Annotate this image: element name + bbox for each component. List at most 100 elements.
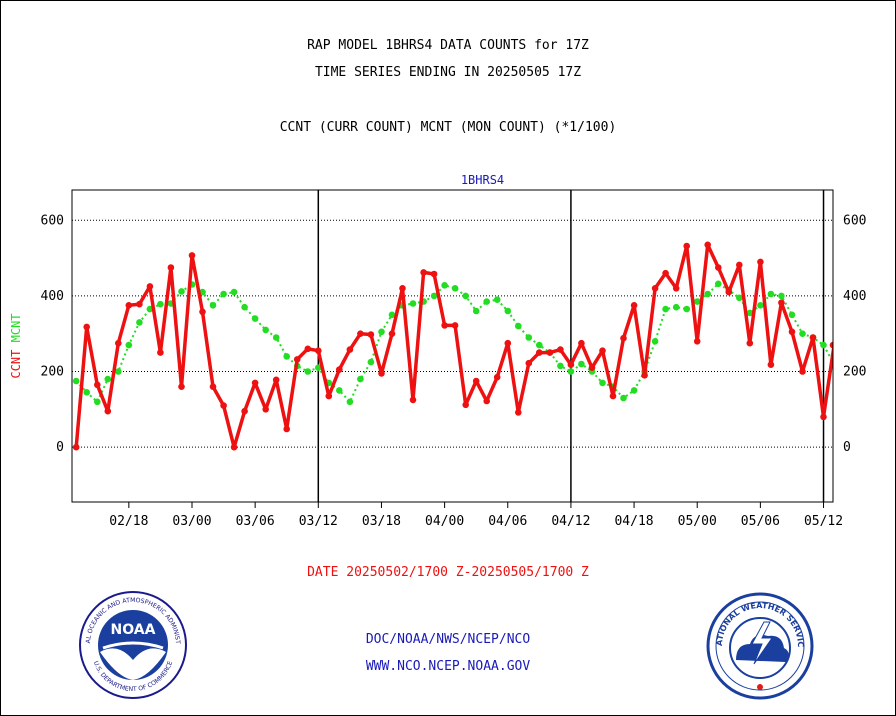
data-point-mcnt-48 [578,360,585,368]
data-point-ccnt-56 [662,269,669,277]
data-point-ccnt-12 [199,308,206,316]
data-point-ccnt-30 [388,330,396,338]
x-tick-label-6: 04/06 [488,514,527,529]
data-point-mcnt-17 [251,315,259,322]
data-point-mcnt-64 [746,309,754,317]
data-point-ccnt-46 [557,346,564,353]
data-point-mcnt-13 [209,302,217,309]
data-point-mcnt-35 [441,282,448,289]
data-point-ccnt-3 [104,407,112,415]
data-point-mcnt-0 [72,377,80,385]
data-point-ccnt-17 [251,379,259,387]
data-point-ccnt-69 [799,368,806,375]
data-point-mcnt-71 [820,341,827,349]
data-point-ccnt-35 [441,322,448,329]
data-point-mcnt-60 [704,290,711,298]
data-point-ccnt-4 [115,339,122,347]
data-point-ccnt-11 [188,252,196,259]
data-point-ccnt-44 [536,349,543,356]
y-tick-label-right-400: 400 [843,289,866,304]
data-point-ccnt-55 [651,285,659,292]
data-point-ccnt-27 [357,330,364,338]
data-point-mcnt-30 [388,311,396,319]
data-point-ccnt-23 [315,347,322,355]
y-tick-label-left-400: 400 [41,289,64,304]
date-range-label: DATE 20250502/1700 Z-20250505/1700 Z [307,565,589,580]
data-point-mcnt-41 [504,307,512,315]
data-point-ccnt-25 [336,366,343,373]
data-point-ccnt-18 [262,406,270,413]
x-tick-label-5: 04/00 [425,514,464,529]
data-point-ccnt-68 [788,328,796,336]
y-tick-label-right-600: 600 [843,213,866,228]
data-point-ccnt-58 [683,242,690,250]
series-line-ccnt [74,243,833,449]
data-point-mcnt-61 [715,280,722,288]
data-point-ccnt-53 [630,302,638,309]
data-point-mcnt-43 [525,334,533,341]
data-point-ccnt-64 [746,339,754,347]
data-point-ccnt-65 [757,258,764,266]
data-point-mcnt-20 [283,353,291,360]
data-point-ccnt-61 [715,264,722,271]
data-point-ccnt-14 [220,402,227,409]
data-point-mcnt-47 [567,368,575,375]
data-point-mcnt-46 [557,362,564,370]
y-tick-label-left-600: 600 [41,213,64,228]
x-tick-label-10: 05/06 [741,514,780,529]
data-point-mcnt-27 [357,375,364,383]
data-point-ccnt-21 [293,356,301,363]
data-point-ccnt-5 [125,302,133,309]
data-point-mcnt-38 [472,307,480,315]
data-point-mcnt-29 [378,328,385,336]
website-link[interactable]: WWW.NCO.NCEP.NOAA.GOV [365,659,531,674]
data-point-mcnt-18 [262,326,270,334]
org-label: DOC/NOAA/NWS/NCEP/NCO [365,632,531,647]
header-title: RAP MODEL 1BHRS4 DATA COUNTS for 17Z [307,38,589,53]
data-point-mcnt-50 [599,379,606,387]
data-point-mcnt-4 [115,368,122,375]
data-point-ccnt-31 [399,285,406,292]
data-point-ccnt-45 [546,349,554,356]
data-point-ccnt-63 [736,261,743,269]
data-point-mcnt-23 [315,364,322,372]
data-point-ccnt-49 [588,364,596,372]
data-point-mcnt-32 [409,300,417,307]
data-point-ccnt-72 [829,341,833,349]
data-point-ccnt-47 [567,361,575,369]
y-axis-label: CCNT MCNT [9,313,23,378]
data-point-ccnt-32 [409,396,417,404]
axis-layer: 0 0 200 200 400 400 600 600 02/18 03/00 03/06 03/12… [9,173,866,529]
data-point-ccnt-39 [483,397,491,405]
data-point-mcnt-15 [230,288,238,296]
x-tick-label-9: 05/00 [678,514,717,529]
data-point-ccnt-16 [241,407,248,415]
data-point-mcnt-2 [94,398,101,406]
data-point-mcnt-36 [451,285,459,292]
data-point-mcnt-34 [430,292,438,300]
y-axis-label-ccnt: CCNT [9,350,23,379]
data-point-mcnt-16 [241,303,248,311]
data-point-mcnt-68 [788,311,796,319]
data-point-mcnt-40 [493,296,501,304]
data-point-mcnt-63 [736,294,743,302]
data-point-ccnt-24 [325,392,333,400]
data-point-mcnt-59 [693,298,701,305]
data-point-ccnt-52 [620,334,627,342]
data-point-ccnt-8 [157,349,164,356]
data-point-mcnt-19 [272,334,280,341]
data-point-ccnt-15 [230,443,238,451]
data-point-ccnt-42 [515,409,522,416]
nws-logo-icon: NATIONAL WEATHER SERVICE [706,592,814,700]
data-point-ccnt-34 [430,270,438,278]
data-point-ccnt-71 [820,413,827,421]
y-tick-label-right-0: 0 [843,440,851,455]
chart-title: 1BHRS4 [461,173,504,187]
data-point-mcnt-3 [104,375,112,383]
data-point-mcnt-14 [220,290,227,298]
data-point-ccnt-36 [451,322,459,329]
data-point-mcnt-42 [515,322,522,330]
data-point-ccnt-26 [346,346,354,353]
data-point-ccnt-20 [283,425,291,433]
data-point-ccnt-10 [178,383,185,391]
